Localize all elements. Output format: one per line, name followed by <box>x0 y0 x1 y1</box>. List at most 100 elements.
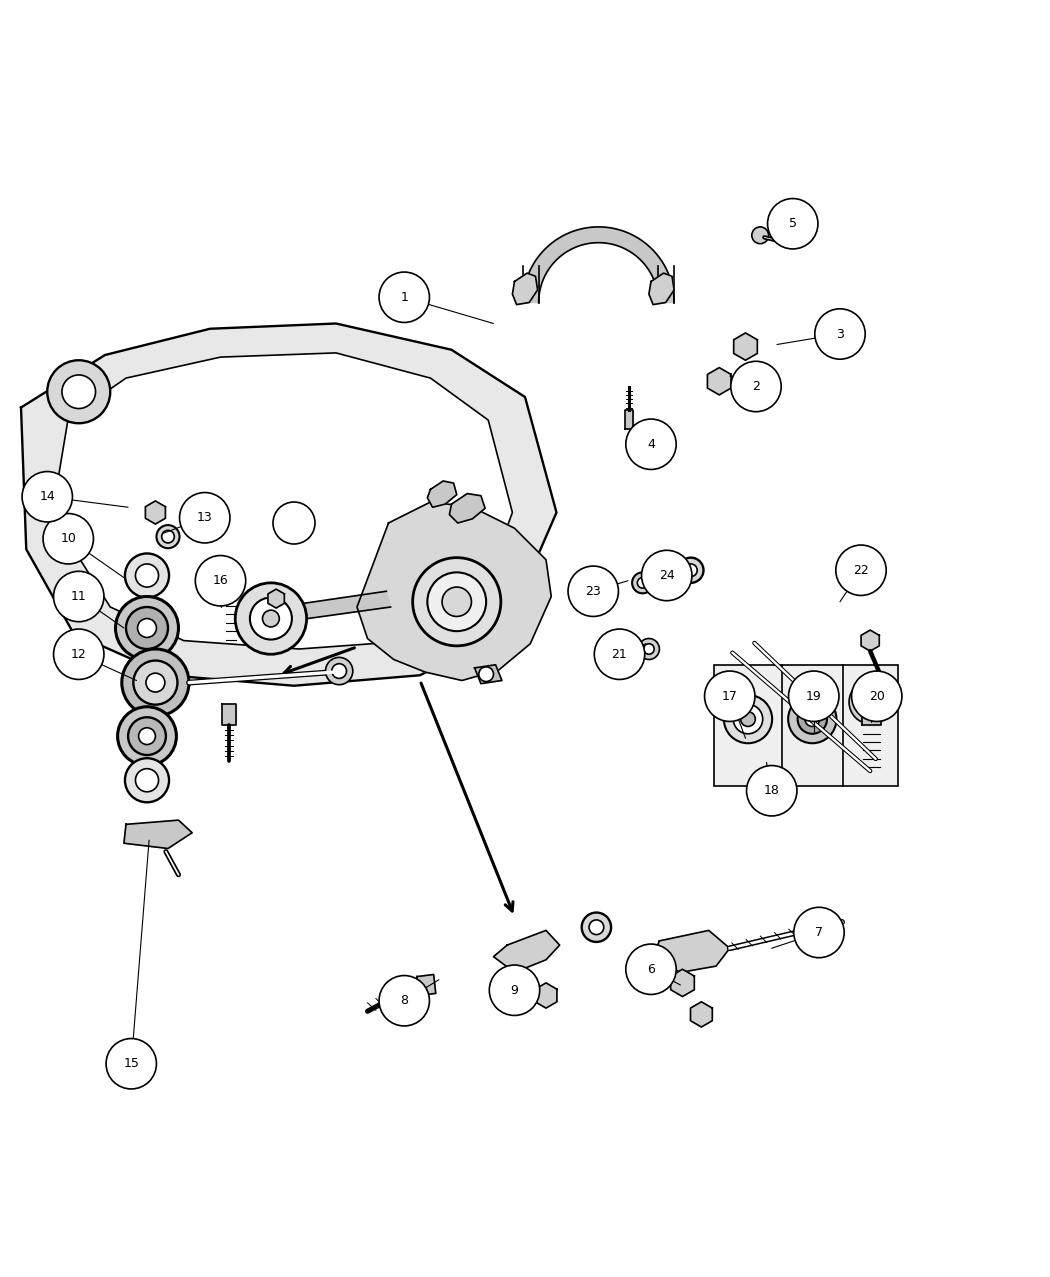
Text: 11: 11 <box>71 590 86 603</box>
Polygon shape <box>257 591 391 624</box>
Polygon shape <box>653 931 730 972</box>
Circle shape <box>195 555 246 607</box>
Circle shape <box>644 644 654 654</box>
Text: 5: 5 <box>789 217 797 230</box>
Circle shape <box>712 374 727 388</box>
Circle shape <box>695 1008 708 1020</box>
Text: 20: 20 <box>868 690 885 702</box>
Circle shape <box>379 976 429 1025</box>
Circle shape <box>125 759 169 802</box>
Polygon shape <box>512 273 538 305</box>
Text: 16: 16 <box>212 575 229 587</box>
Text: 9: 9 <box>510 983 519 997</box>
Circle shape <box>752 227 769 244</box>
Circle shape <box>146 673 165 692</box>
Circle shape <box>442 587 471 617</box>
Circle shape <box>836 545 886 595</box>
Circle shape <box>156 525 180 548</box>
Circle shape <box>637 577 648 589</box>
Polygon shape <box>691 1001 712 1027</box>
Text: 19: 19 <box>806 690 821 702</box>
Text: 3: 3 <box>836 327 844 341</box>
Text: 23: 23 <box>586 585 601 598</box>
Text: 4: 4 <box>647 438 655 451</box>
Circle shape <box>652 572 667 587</box>
Polygon shape <box>734 333 757 360</box>
FancyBboxPatch shape <box>714 665 898 785</box>
Circle shape <box>326 658 353 684</box>
Text: 21: 21 <box>611 647 628 660</box>
Polygon shape <box>58 352 512 649</box>
Polygon shape <box>708 368 731 395</box>
Circle shape <box>798 705 827 734</box>
Circle shape <box>128 718 166 755</box>
Text: 17: 17 <box>721 690 738 702</box>
Polygon shape <box>861 630 879 651</box>
Circle shape <box>582 913 611 942</box>
Polygon shape <box>427 481 457 507</box>
Circle shape <box>272 594 280 603</box>
Circle shape <box>250 598 292 640</box>
Text: 6: 6 <box>647 963 655 976</box>
Polygon shape <box>145 501 166 524</box>
Circle shape <box>676 977 689 990</box>
Circle shape <box>150 507 161 517</box>
Polygon shape <box>649 273 674 305</box>
Circle shape <box>680 940 701 960</box>
Polygon shape <box>862 702 881 725</box>
Circle shape <box>62 375 96 409</box>
Circle shape <box>139 728 155 744</box>
Circle shape <box>106 1038 156 1089</box>
Circle shape <box>273 502 315 544</box>
Text: 1: 1 <box>400 291 408 304</box>
Circle shape <box>180 493 230 543</box>
Polygon shape <box>625 410 633 429</box>
Polygon shape <box>449 494 485 524</box>
Text: 7: 7 <box>815 926 823 939</box>
Circle shape <box>789 695 837 743</box>
Polygon shape <box>671 969 694 996</box>
Circle shape <box>262 610 279 627</box>
Circle shape <box>22 471 72 522</box>
Circle shape <box>589 919 604 935</box>
Circle shape <box>235 582 307 654</box>
Circle shape <box>133 660 177 705</box>
Circle shape <box>665 571 679 585</box>
Text: 15: 15 <box>123 1057 140 1070</box>
Circle shape <box>138 618 156 637</box>
Circle shape <box>638 638 659 659</box>
Circle shape <box>118 706 176 765</box>
Circle shape <box>733 705 762 734</box>
Circle shape <box>789 670 839 722</box>
Circle shape <box>332 664 346 678</box>
Circle shape <box>594 630 645 679</box>
Polygon shape <box>417 974 436 996</box>
Text: 13: 13 <box>197 511 212 525</box>
Circle shape <box>222 582 240 600</box>
Circle shape <box>122 649 189 716</box>
Circle shape <box>145 825 166 847</box>
Polygon shape <box>494 931 560 972</box>
Circle shape <box>54 571 104 622</box>
Circle shape <box>723 695 772 743</box>
Circle shape <box>685 564 697 576</box>
Circle shape <box>540 990 552 1001</box>
Circle shape <box>740 711 755 727</box>
Text: 12: 12 <box>71 647 86 660</box>
Circle shape <box>626 944 676 995</box>
Circle shape <box>379 272 429 323</box>
Polygon shape <box>536 983 556 1008</box>
Circle shape <box>678 558 704 582</box>
Polygon shape <box>124 820 192 848</box>
Circle shape <box>135 564 159 587</box>
Circle shape <box>654 282 669 298</box>
Polygon shape <box>475 665 502 683</box>
Text: 18: 18 <box>763 784 780 797</box>
Circle shape <box>768 198 818 249</box>
Circle shape <box>116 596 178 659</box>
Polygon shape <box>357 502 551 681</box>
Circle shape <box>626 419 676 470</box>
Circle shape <box>849 679 894 724</box>
Text: 22: 22 <box>853 563 869 577</box>
Circle shape <box>852 670 902 722</box>
